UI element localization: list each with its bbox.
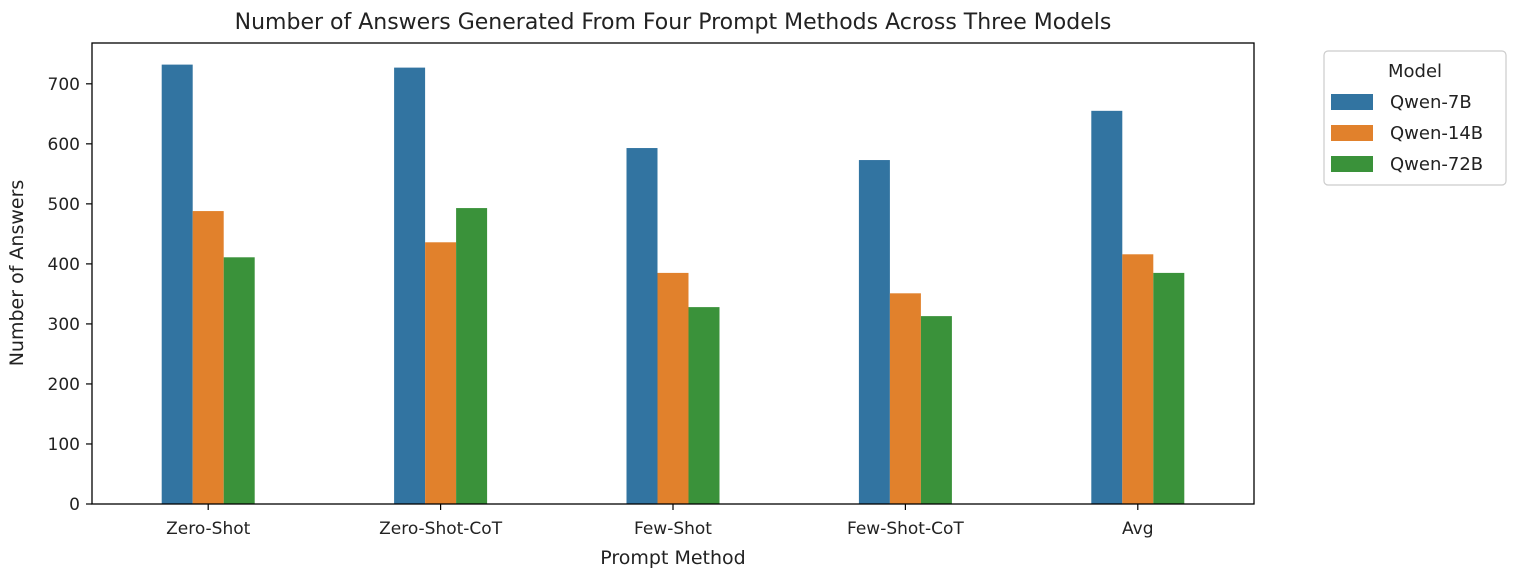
y-tick-label: 400	[48, 255, 80, 275]
bar-qwen-72b-few-shot-cot	[920, 316, 952, 504]
x-tick-label: Zero-Shot-CoT	[379, 519, 503, 539]
bar-qwen-14b-zero-shot-cot	[425, 242, 457, 505]
legend-swatch-qwen-7b	[1331, 94, 1373, 110]
legend-label-qwen-14b: Qwen-14B	[1390, 123, 1483, 144]
legend-label-qwen-7b: Qwen-7B	[1390, 92, 1472, 113]
bar-qwen-72b-few-shot	[688, 307, 720, 504]
x-axis-label: Prompt Method	[600, 547, 745, 569]
legend-entries: Qwen-7B Qwen-14B Qwen-72B	[1331, 92, 1483, 175]
bar-qwen-7b-zero-shot	[161, 64, 193, 504]
y-axis-label: Number of Answers	[6, 180, 28, 367]
x-tick-label: Avg	[1122, 519, 1154, 539]
y-tick-label: 300	[48, 315, 80, 335]
bar-qwen-14b-avg	[1122, 254, 1154, 504]
bar-qwen-14b-few-shot	[657, 272, 689, 504]
y-tick-label: 600	[48, 135, 80, 155]
bar-qwen-72b-zero-shot-cot	[456, 208, 488, 505]
x-axis-ticks: Zero-Shot Zero-Shot-CoT Few-Shot Few-Shot-C…	[166, 504, 1154, 539]
bar-qwen-7b-few-shot-cot	[858, 160, 890, 504]
x-tick-label: Zero-Shot	[166, 519, 251, 539]
bar-qwen-72b-avg	[1153, 272, 1185, 504]
legend-box	[1323, 50, 1507, 186]
y-tick-label: 0	[69, 495, 80, 515]
bar-qwen-7b-few-shot	[626, 148, 658, 504]
legend-swatch-qwen-14b	[1331, 125, 1373, 141]
legend-swatch-qwen-72b	[1331, 156, 1373, 172]
x-tick-label: Few-Shot	[634, 519, 712, 539]
legend-label-qwen-72b: Qwen-72B	[1390, 154, 1483, 175]
y-tick-label: 200	[48, 375, 80, 395]
bar-qwen-72b-zero-shot	[223, 257, 255, 504]
legend: Model Qwen-7B Qwen-14B Qwen-72B	[1323, 50, 1507, 186]
y-tick-label: 100	[48, 435, 80, 455]
bar-qwen-7b-zero-shot-cot	[394, 67, 426, 504]
chart-title: Number of Answers Generated From Four Pr…	[235, 10, 1112, 35]
legend-title: Model	[1388, 61, 1442, 82]
bar-qwen-14b-zero-shot	[192, 211, 224, 504]
bars-layer	[161, 64, 1185, 505]
bar-qwen-14b-few-shot-cot	[889, 293, 921, 504]
x-tick-label: Few-Shot-CoT	[847, 519, 964, 539]
bar-qwen-7b-avg	[1091, 110, 1123, 504]
y-tick-label: 700	[48, 75, 80, 95]
y-tick-label: 500	[48, 195, 80, 215]
y-axis-ticks: 0 100 200 300 400 500 600 700	[48, 75, 92, 515]
